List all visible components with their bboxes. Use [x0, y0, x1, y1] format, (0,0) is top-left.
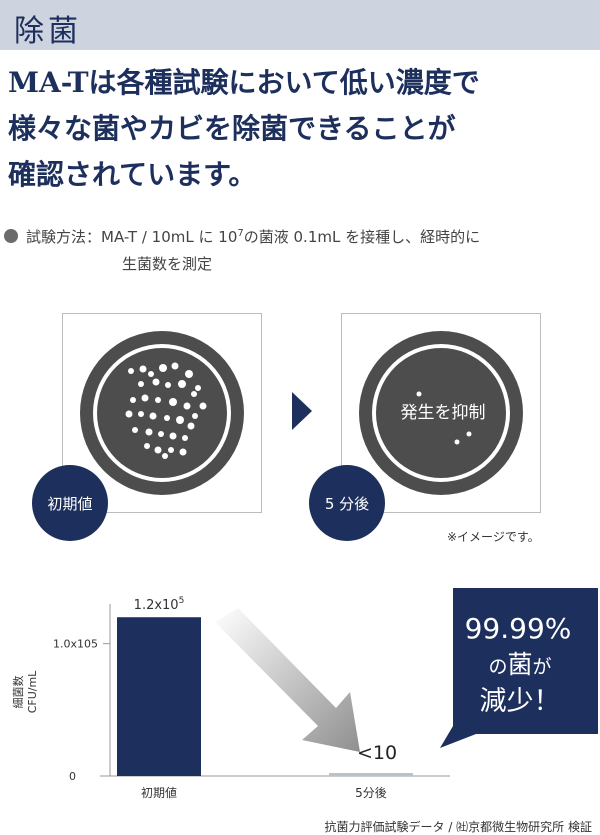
after-label: 発生を抑制 [401, 403, 486, 423]
image-note: ※イメージです。 [447, 530, 540, 544]
arrow-right-icon [292, 392, 312, 430]
decrease-arrow-icon [215, 608, 360, 752]
callout-line2: の菌が [488, 650, 551, 679]
colony-dot [152, 378, 160, 386]
colony-dot [199, 402, 207, 410]
colony-dot [182, 435, 188, 441]
method-text-pre: MA-T / 10mL に 10 [101, 228, 238, 246]
value-label-base: 1.2x10 [134, 598, 179, 613]
headline: MA-Tは各種試験において低い濃度で 様々な菌やカビを除菌できることが 確認され… [8, 60, 593, 198]
colony-dot [138, 381, 144, 387]
colony-dot [138, 411, 144, 417]
source-note: 抗菌力評価試験データ / ㈳京都微生物研究所 検証 [324, 820, 593, 834]
colony-dot [158, 431, 164, 437]
callout-box [440, 588, 598, 748]
method-text-post: の菌液 0.1mL を接種し、経時的に [243, 228, 481, 246]
colony-dot [185, 370, 193, 378]
colony-dot [176, 416, 184, 424]
x-category-label: 初期値 [141, 785, 177, 800]
colony-dot [145, 428, 153, 436]
bacteria-bar-chart: 0 1.0x105 1.2x105 <10 初期値 5分後 細菌数 CFU/mL… [12, 588, 598, 800]
value-label-exponent: 5 [179, 596, 185, 606]
colony-dot [183, 402, 191, 410]
callout-text: 菌 [507, 650, 532, 679]
colony-dot [171, 362, 179, 370]
petri-dish-after: 発生を抑制 [359, 331, 523, 495]
colony-dot [165, 382, 171, 388]
colony-dot [164, 415, 170, 421]
callout-text: の [488, 656, 507, 678]
colony-dot [155, 397, 161, 403]
colony-dot [187, 422, 195, 430]
bar-initial [117, 617, 201, 776]
colony-dot [139, 365, 147, 373]
callout-text: が [533, 656, 552, 678]
bar-value-label: <10 [357, 742, 397, 764]
page-title: 除菌 [14, 14, 82, 49]
colony-dot [168, 447, 174, 453]
colony-dot [148, 371, 154, 377]
y-tick-label: 0 [69, 770, 76, 783]
petri-dish-initial [80, 331, 244, 495]
colony-dot [125, 410, 133, 418]
bullet-icon [4, 229, 18, 243]
header-bar: 除菌 [0, 0, 600, 50]
test-method: 試験方法：MA-T / 10mL に 107の菌液 0.1mL を接種し、経時的… [4, 220, 594, 278]
badge-after: 5 分後 [309, 465, 385, 541]
colony-dot [149, 412, 157, 420]
colony-dot [178, 380, 186, 388]
colony-dot [130, 397, 136, 403]
callout-percent: 99.99% [465, 612, 572, 645]
colony-dot [195, 385, 201, 391]
colony-dot [128, 368, 134, 374]
colony-dot [191, 391, 197, 397]
bar-5min [329, 773, 413, 776]
y-tick-label: 1.0x105 [53, 638, 98, 651]
colony-dot [154, 446, 162, 454]
colony-dot [179, 448, 187, 456]
y-axis-unit-label: CFU/mL [26, 670, 39, 713]
method-line2: 生菌数を測定 [122, 255, 213, 273]
bar-value-label: 1.2x105 [134, 596, 185, 613]
headline-line: 様々な菌やカビを除菌できることが [8, 112, 456, 145]
method-exponent: 7 [237, 228, 244, 239]
colony-dot [141, 394, 149, 402]
colony-dot [144, 443, 150, 449]
y-axis-label: 細菌数 [12, 676, 25, 709]
x-category-label: 5分後 [355, 786, 387, 800]
callout-line3: 減少！ [480, 686, 561, 717]
method-label: 試験方法： [26, 228, 102, 246]
headline-line: 確認されています。 [8, 158, 257, 191]
colony-dot [162, 453, 168, 459]
petri-frame-after: 発生を抑制 [341, 313, 541, 513]
colony-dot [159, 364, 167, 372]
colony-dot [169, 398, 177, 406]
headline-line: MA-Tは各種試験において低い濃度で [8, 66, 480, 99]
badge-initial: 初期値 [32, 465, 108, 541]
colony-dot [132, 427, 138, 433]
colony-dot [169, 432, 177, 440]
colony-dot [192, 413, 198, 419]
